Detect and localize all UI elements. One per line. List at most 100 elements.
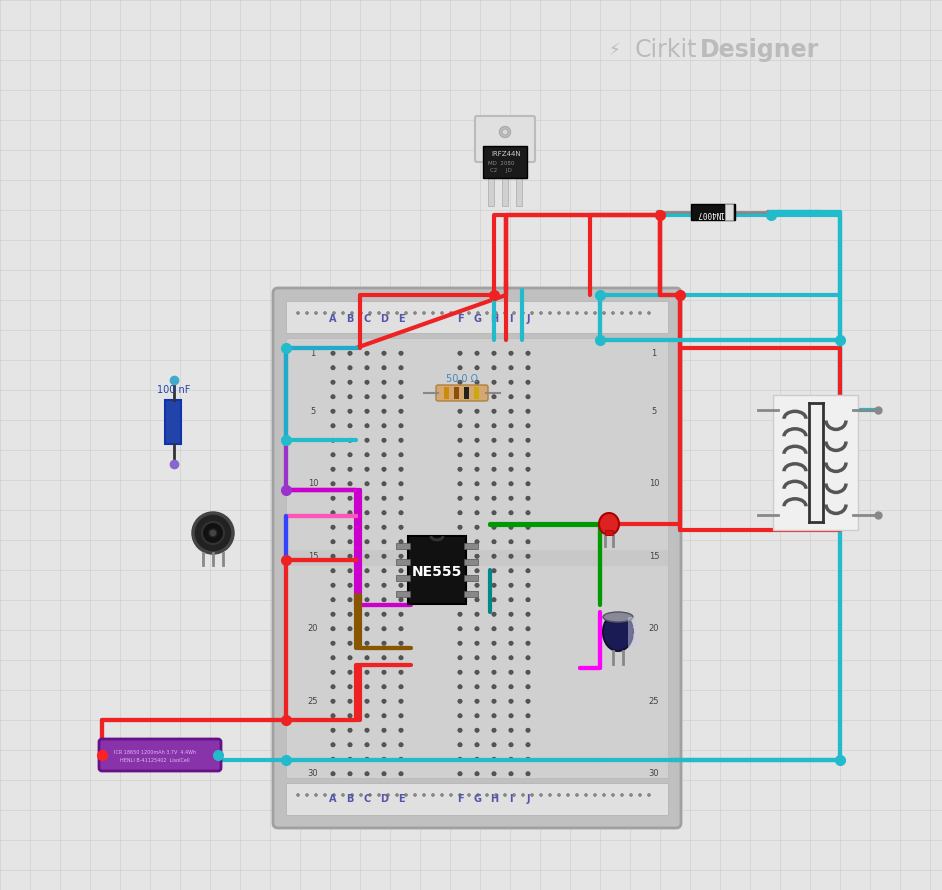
Circle shape xyxy=(360,312,363,314)
Circle shape xyxy=(348,496,352,500)
Circle shape xyxy=(548,794,551,797)
Circle shape xyxy=(365,438,369,442)
Circle shape xyxy=(365,351,369,355)
Circle shape xyxy=(576,312,578,314)
Circle shape xyxy=(540,794,543,797)
Bar xyxy=(396,543,410,549)
Circle shape xyxy=(348,656,352,660)
Circle shape xyxy=(458,656,463,660)
Circle shape xyxy=(526,424,530,428)
Circle shape xyxy=(398,438,403,442)
Circle shape xyxy=(365,380,369,384)
Circle shape xyxy=(458,511,463,515)
Circle shape xyxy=(475,742,479,747)
Circle shape xyxy=(331,728,335,732)
Circle shape xyxy=(548,312,551,314)
Circle shape xyxy=(331,597,335,602)
Circle shape xyxy=(512,794,515,797)
Circle shape xyxy=(365,496,369,500)
Text: B: B xyxy=(347,794,353,804)
Circle shape xyxy=(540,312,543,314)
Circle shape xyxy=(331,539,335,544)
Text: I: I xyxy=(510,794,512,804)
Circle shape xyxy=(458,627,463,631)
Text: 1: 1 xyxy=(310,349,316,358)
Circle shape xyxy=(492,452,496,457)
Circle shape xyxy=(348,467,352,472)
Circle shape xyxy=(382,481,386,486)
Circle shape xyxy=(458,409,463,414)
Circle shape xyxy=(382,409,386,414)
Circle shape xyxy=(475,351,479,355)
FancyBboxPatch shape xyxy=(436,385,488,401)
Circle shape xyxy=(365,452,369,457)
Circle shape xyxy=(492,569,496,573)
Circle shape xyxy=(509,539,513,544)
Bar xyxy=(628,617,636,647)
Circle shape xyxy=(509,684,513,689)
Circle shape xyxy=(382,757,386,762)
Circle shape xyxy=(475,714,479,718)
Circle shape xyxy=(458,583,463,587)
Circle shape xyxy=(331,525,335,530)
Text: A: A xyxy=(330,794,336,804)
Circle shape xyxy=(475,772,479,776)
Circle shape xyxy=(398,424,403,428)
Circle shape xyxy=(509,496,513,500)
Circle shape xyxy=(382,511,386,515)
Circle shape xyxy=(348,351,352,355)
Circle shape xyxy=(348,380,352,384)
Circle shape xyxy=(526,394,530,399)
Circle shape xyxy=(398,525,403,530)
Bar xyxy=(454,387,459,399)
Circle shape xyxy=(621,312,624,314)
Text: 20: 20 xyxy=(649,624,659,634)
Circle shape xyxy=(378,794,381,797)
Circle shape xyxy=(323,312,327,314)
Text: 5: 5 xyxy=(310,407,316,416)
Circle shape xyxy=(475,583,479,587)
Circle shape xyxy=(333,794,335,797)
Circle shape xyxy=(365,481,369,486)
Circle shape xyxy=(382,424,386,428)
Circle shape xyxy=(398,351,403,355)
Circle shape xyxy=(398,380,403,384)
Circle shape xyxy=(485,312,489,314)
Circle shape xyxy=(492,757,496,762)
Circle shape xyxy=(593,794,596,797)
Text: 25: 25 xyxy=(649,697,659,706)
Circle shape xyxy=(193,513,233,553)
Circle shape xyxy=(398,496,403,500)
Bar xyxy=(773,395,858,530)
Circle shape xyxy=(458,699,463,703)
Circle shape xyxy=(509,699,513,703)
Circle shape xyxy=(475,438,479,442)
Circle shape xyxy=(368,794,371,797)
Circle shape xyxy=(629,312,632,314)
Text: 10: 10 xyxy=(308,479,318,489)
Circle shape xyxy=(348,424,352,428)
Circle shape xyxy=(566,794,570,797)
Circle shape xyxy=(475,670,479,675)
Circle shape xyxy=(414,794,416,797)
Circle shape xyxy=(398,670,403,675)
Circle shape xyxy=(509,554,513,558)
Circle shape xyxy=(502,129,508,135)
Circle shape xyxy=(398,539,403,544)
Circle shape xyxy=(509,481,513,486)
Text: ⚡: ⚡ xyxy=(609,41,620,59)
Circle shape xyxy=(398,452,403,457)
Circle shape xyxy=(458,467,463,472)
Circle shape xyxy=(297,312,300,314)
Circle shape xyxy=(509,772,513,776)
Circle shape xyxy=(365,612,369,617)
Circle shape xyxy=(526,569,530,573)
Circle shape xyxy=(398,554,403,558)
Text: C: C xyxy=(364,314,370,324)
Circle shape xyxy=(348,641,352,645)
Circle shape xyxy=(526,511,530,515)
Bar xyxy=(725,204,733,220)
Circle shape xyxy=(458,728,463,732)
Circle shape xyxy=(348,627,352,631)
Circle shape xyxy=(458,612,463,617)
